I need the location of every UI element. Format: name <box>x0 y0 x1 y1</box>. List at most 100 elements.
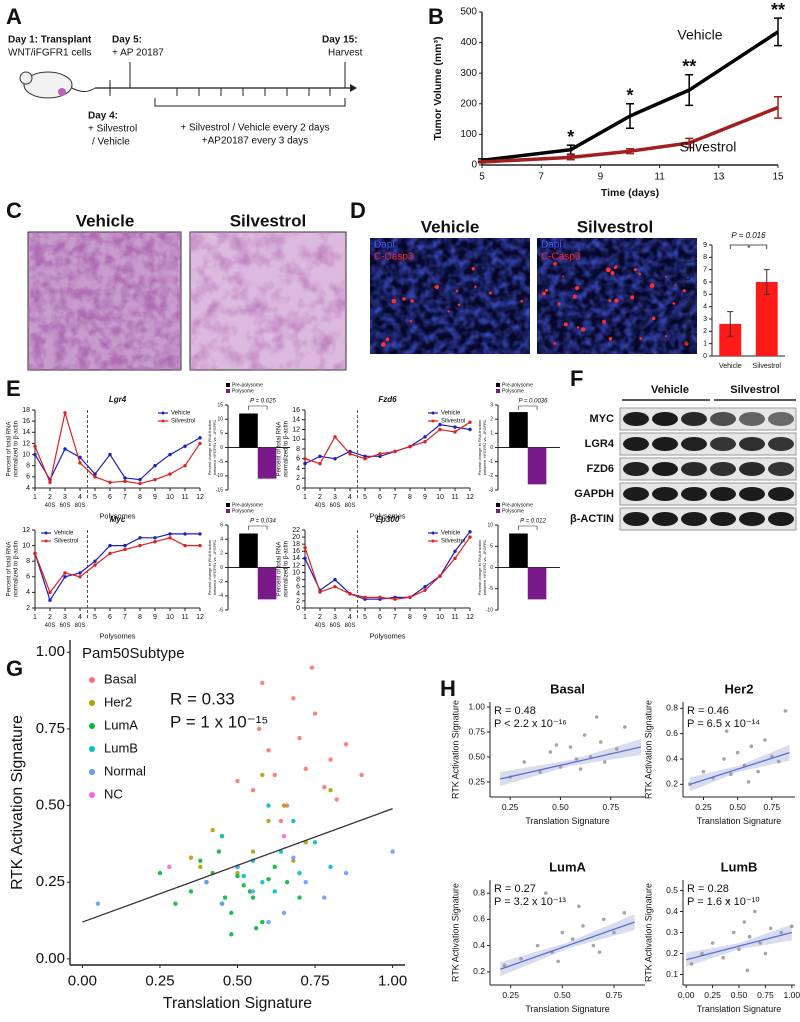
point <box>93 559 97 563</box>
blot-band <box>652 512 678 526</box>
x-tick-label: 13 <box>713 172 725 183</box>
legend-swatch <box>226 503 230 507</box>
y-tick-label: -1 <box>489 459 494 465</box>
point <box>297 895 302 900</box>
blot-label: LGR4 <box>585 438 615 450</box>
point <box>235 870 240 876</box>
point <box>108 480 112 485</box>
point <box>216 849 222 854</box>
y-tick-label: 0.75 <box>468 726 485 736</box>
point <box>328 864 333 870</box>
point <box>438 574 442 578</box>
chart-title: LumB <box>721 859 758 874</box>
point <box>266 818 271 824</box>
y-tick-label: 6 <box>296 584 300 591</box>
y-tick-label: 0 <box>296 485 300 492</box>
x-tick-label: 9 <box>423 614 427 621</box>
point <box>378 595 382 600</box>
y-tick-label: 2 <box>296 598 300 605</box>
blot-band <box>768 437 794 451</box>
y-tick-label: 2 <box>26 605 30 612</box>
x-tick-label: 0.50 <box>731 990 748 1000</box>
legend-swatch <box>161 419 165 423</box>
x-tick-label: 7 <box>123 494 127 501</box>
y-tick-label: 10 <box>292 436 300 443</box>
point <box>756 769 760 774</box>
point <box>291 855 296 860</box>
panel-label: B <box>428 4 444 29</box>
significance: * <box>626 86 633 106</box>
point <box>281 910 287 916</box>
point <box>519 956 523 961</box>
y-tick-label: 15 <box>217 402 223 408</box>
x-tick-label: 10 <box>436 614 444 621</box>
point <box>591 943 596 948</box>
significance-bracket <box>518 525 538 530</box>
point <box>63 571 67 575</box>
y-axis-label: RTK Activation Signature <box>643 700 653 799</box>
fraction-label: 60S <box>330 623 341 629</box>
red-signal <box>672 302 676 305</box>
point <box>108 452 112 457</box>
x-tick-label: 12 <box>196 614 204 621</box>
panel-label: F <box>570 366 583 391</box>
point <box>219 901 225 906</box>
legend-label: Her2 <box>104 694 132 709</box>
histology-texture <box>190 232 346 370</box>
legend-title: Pam50Subtype <box>82 645 185 662</box>
point <box>241 873 246 879</box>
point <box>581 924 585 928</box>
chart: 0.00 0.25 0.50 0.75 1.00 0.00 0.25 0.50 0.75 1.00… <box>9 640 407 1012</box>
y-tick-label: 14 <box>292 417 300 424</box>
error-bar <box>626 103 634 130</box>
point <box>726 899 731 903</box>
legend-swatch <box>44 531 48 535</box>
point <box>700 951 704 956</box>
legend-swatch <box>431 411 435 415</box>
x-tick-label: 0.75 <box>764 802 781 812</box>
stain-label: C-Casp3 <box>374 252 414 263</box>
point <box>138 543 142 548</box>
x-tick-label: 0.75 <box>300 972 329 989</box>
point <box>168 472 172 476</box>
legend-swatch <box>89 677 95 683</box>
x-tick-label: 0.00 <box>678 990 695 1000</box>
y-tick-label: 18 <box>292 541 300 548</box>
y-tick-label: 16 <box>292 407 300 414</box>
point <box>408 595 412 600</box>
error-bar <box>626 148 634 155</box>
bar <box>755 282 778 356</box>
chart-title: LumA <box>549 859 586 874</box>
blot-label: GAPDH <box>574 488 614 500</box>
y-tick-label: 2 <box>703 328 707 335</box>
point <box>33 551 37 556</box>
point <box>250 788 256 793</box>
point <box>253 926 259 931</box>
blot-band <box>623 512 649 526</box>
point <box>168 452 172 457</box>
y-axis-label: between +iFGFR1 vs. -iFGFR1 <box>212 419 217 475</box>
x-tick-label: 12 <box>466 614 474 621</box>
point <box>747 934 752 939</box>
y-tick-label: 9 <box>703 242 707 249</box>
point <box>250 895 256 900</box>
point <box>291 696 296 701</box>
point <box>560 930 565 935</box>
point <box>568 745 573 749</box>
y-axis-label: Percent change in RNA fraction <box>207 540 212 596</box>
schematic-text: Day 4: <box>88 111 118 122</box>
x-tick-label: 5 <box>363 494 367 501</box>
x-tick-label: 0.50 <box>554 990 571 1000</box>
y-tick-label: -10 <box>216 473 223 479</box>
point <box>597 950 602 954</box>
series-line <box>34 537 200 594</box>
chart: 0.2 0.4 0.6 0.8 0.25 0.50 0.75 Translation Sign… <box>643 681 795 826</box>
red-signal <box>381 342 386 348</box>
point <box>153 540 157 544</box>
red-signal <box>574 285 580 291</box>
point <box>95 901 101 906</box>
y-tick-label: 8 <box>296 446 300 453</box>
point <box>303 461 307 466</box>
y-axis-label: Percent change in RNA fraction <box>477 420 482 476</box>
y-axis-label: RTK Activation Signature <box>643 883 653 982</box>
